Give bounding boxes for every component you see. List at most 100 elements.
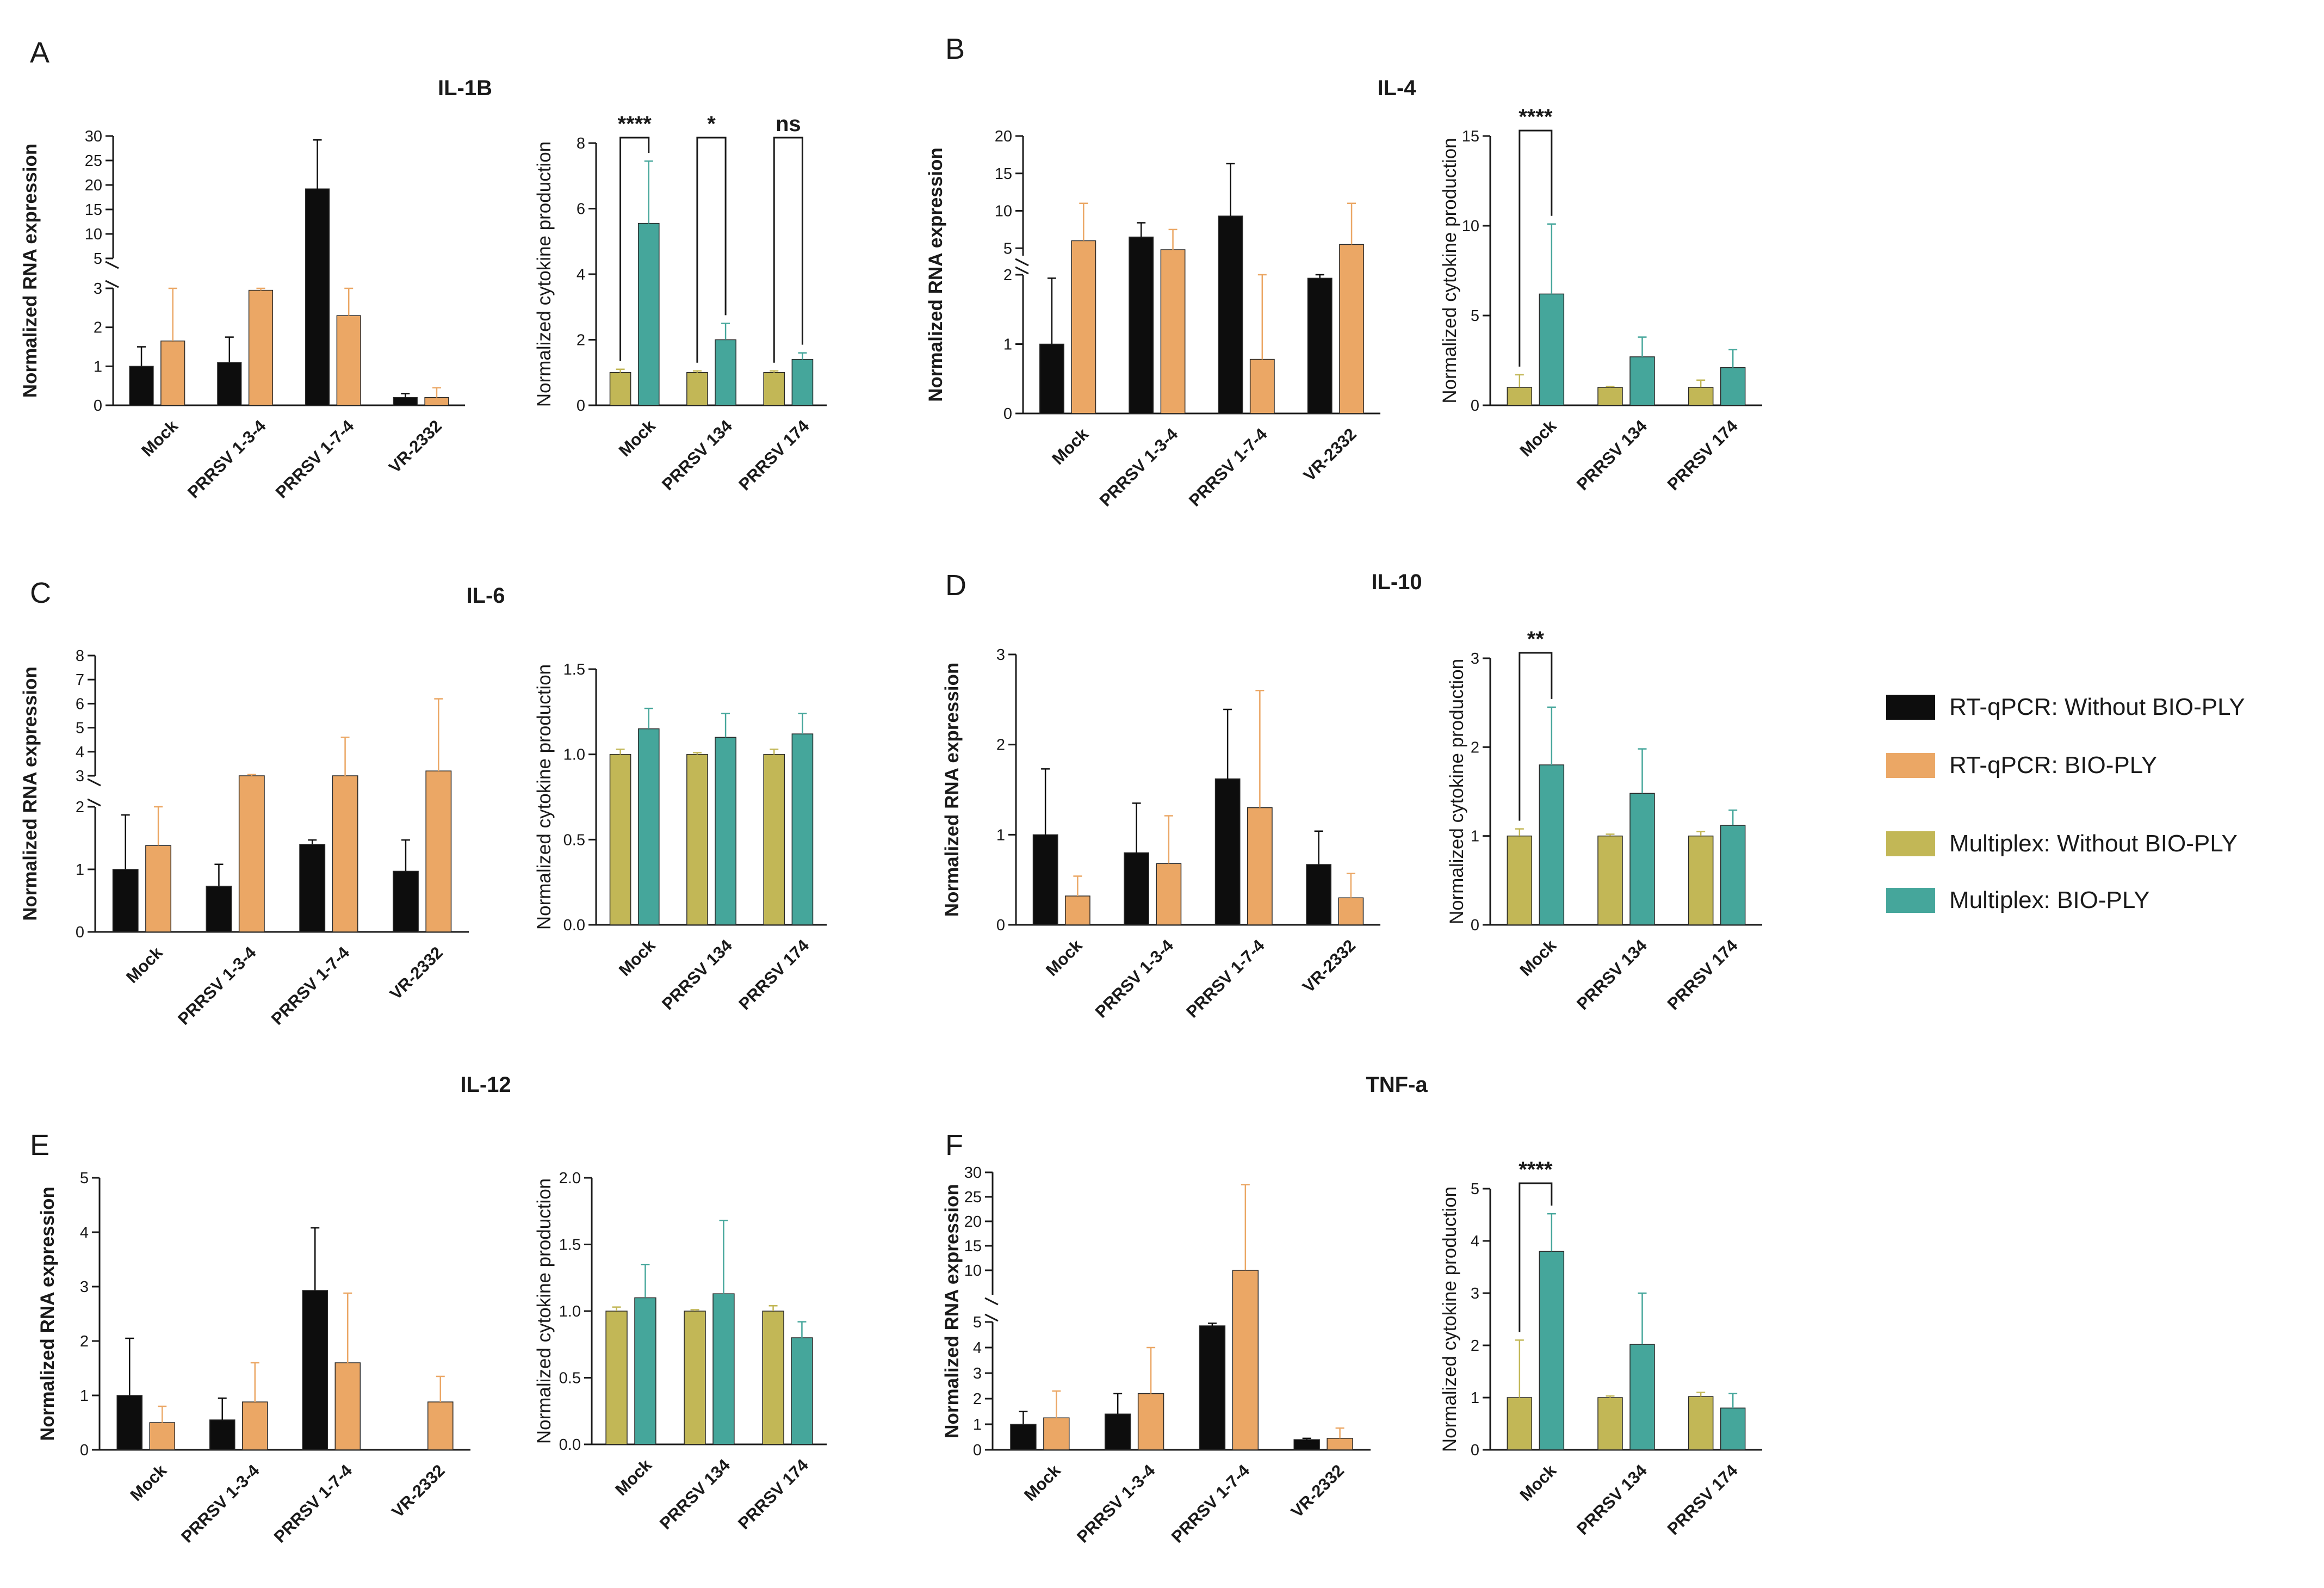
chart-c-rtqpcr-y-tick-label: 1 xyxy=(76,861,84,879)
chart-b-multiplex-y-label: Normalized cytokine production xyxy=(1439,138,1460,403)
chart-b-multiplex-category-label: PRRSV 174 xyxy=(1664,416,1742,494)
chart-e-rtqpcr-y-tick-label: 2 xyxy=(80,1333,89,1350)
chart-a-multiplex-significance-label: ns xyxy=(776,112,801,136)
chart-c-multiplex-y-tick-label: 1.5 xyxy=(563,661,585,678)
chart-f-multiplex-category-label: PRRSV 174 xyxy=(1664,1461,1742,1538)
chart-e-rtqpcr-y-tick-label: 3 xyxy=(80,1278,89,1296)
chart-e-multiplex-category-label: PRRSV 174 xyxy=(734,1455,812,1533)
chart-e-rtqpcr-bar xyxy=(334,1362,361,1450)
chart-d-multiplex-bar xyxy=(1539,764,1565,925)
chart-c-rtqpcr-y-label: Normalized RNA expression xyxy=(20,666,41,920)
chart-a-rtqpcr-y-tick-label: 5 xyxy=(94,250,102,268)
chart-b-rtqpcr-y-tick-label: 10 xyxy=(995,203,1012,220)
chart-e-multiplex-y-tick-label: 0.5 xyxy=(559,1370,581,1387)
chart-c-multiplex-y-tick-label: 0.5 xyxy=(563,831,585,849)
chart-f-multiplex-y-tick-label: 5 xyxy=(1471,1181,1479,1198)
chart-d-multiplex-category-label: PRRSV 174 xyxy=(1664,936,1742,1014)
chart-a-multiplex-y-tick-label: 0 xyxy=(577,397,585,415)
chart-f-rtqpcr-bar xyxy=(1104,1413,1131,1450)
chart-f-rtqpcr-bar xyxy=(1010,1424,1037,1450)
chart-a-multiplex-category-label: PRRSV 134 xyxy=(658,416,736,494)
chart-f-multiplex-y-tick-label: 2 xyxy=(1471,1337,1479,1355)
chart-e-multiplex-bar xyxy=(605,1311,628,1445)
chart-e-rtqpcr-y-tick-label: 5 xyxy=(80,1170,89,1187)
chart-d-multiplex-significance-bracket xyxy=(1519,652,1553,821)
chart-f-multiplex-bar xyxy=(1688,1396,1714,1450)
chart-a-rtqpcr-category-label: PRRSV 1-7-4 xyxy=(272,416,358,502)
panel-title-d: IL-10 xyxy=(1371,570,1422,594)
chart-b-rtqpcr-bar xyxy=(1249,359,1275,414)
chart-f-rtqpcr-category-label: VR-2332 xyxy=(1287,1461,1348,1521)
chart-c-rtqpcr-bar xyxy=(299,844,326,932)
chart-c-rtqpcr-bar xyxy=(393,870,419,932)
chart-d-rtqpcr-y-tick-label: 0 xyxy=(996,917,1005,934)
chart-d-multiplex-bar xyxy=(1507,835,1533,925)
chart-c-multiplex-y-label: Normalized cytokine production xyxy=(534,664,555,930)
chart-f-rtqpcr-y-tick-label: 15 xyxy=(964,1238,982,1255)
chart-b-rtqpcr-bar xyxy=(1071,240,1096,414)
chart-c-rtqpcr-y-tick-label: 2 xyxy=(76,799,84,816)
chart-a-rtqpcr-bar xyxy=(424,397,449,406)
chart-b-rtqpcr-bar xyxy=(1039,343,1064,414)
chart-c-rtqpcr-axis-break-mark xyxy=(87,798,101,807)
chart-a-multiplex-bar xyxy=(715,339,736,406)
chart-b-rtqpcr-category-label: VR-2332 xyxy=(1300,424,1360,485)
chart-b-multiplex-bar xyxy=(1507,387,1533,406)
legend-label-rt-without: RT-qPCR: Without BIO-PLY xyxy=(1949,694,2245,720)
legend-swatch-rt-with xyxy=(1886,753,1935,778)
chart-a-rtqpcr-y-label: Normalized RNA expression xyxy=(20,144,41,398)
chart-f-rtqpcr-y-tick-label: 1 xyxy=(973,1416,982,1433)
chart-b-rtqpcr-bar xyxy=(1129,236,1154,414)
chart-d-rtqpcr-bar xyxy=(1306,864,1331,925)
chart-f-rtqpcr-axis-break-mark xyxy=(984,1313,999,1322)
chart-a-multiplex-bar xyxy=(791,359,814,406)
chart-a-multiplex-category-label: Mock xyxy=(615,416,659,460)
chart-e-rtqpcr-category-label: PRRSV 1-7-4 xyxy=(270,1461,356,1547)
chart-a-rtqpcr-y-tick-label: 10 xyxy=(85,226,102,243)
chart-d-multiplex-bar xyxy=(1597,835,1623,925)
chart-e-multiplex-bar xyxy=(634,1297,656,1445)
chart-f-rtqpcr-y-tick-label: 5 xyxy=(973,1314,982,1331)
chart-d-multiplex-y-tick-label: 1 xyxy=(1471,828,1479,845)
chart-c-rtqpcr-y-tick-label: 3 xyxy=(76,768,84,785)
chart-e-rtqpcr: E IL-12 0 1 2 3 4 5 Normalized RNA expression Moc… xyxy=(30,1073,511,1547)
chart-e-rtqpcr-category-label: Mock xyxy=(126,1461,170,1505)
chart-b-rtqpcr-bar xyxy=(1160,249,1186,414)
chart-f-rtqpcr-axis-break-mark xyxy=(984,1297,999,1306)
chart-a-multiplex-y-label: Normalized cytokine production xyxy=(534,141,555,407)
chart-f-multiplex-significance-bracket xyxy=(1519,1182,1553,1332)
chart-c-rtqpcr-bar xyxy=(332,775,358,932)
panel-title-b: IL-4 xyxy=(1377,76,1416,100)
chart-f-multiplex-y-label: Normalized cytokine production xyxy=(1439,1187,1460,1452)
chart-d-rtqpcr-bar xyxy=(1065,895,1090,925)
chart-b-multiplex-bar xyxy=(1597,387,1623,406)
chart-c-multiplex-category-label: Mock xyxy=(615,936,659,980)
chart-e-multiplex-bar xyxy=(684,1311,706,1445)
chart-e-multiplex-y-tick-label: 0.0 xyxy=(559,1436,581,1454)
chart-b-rtqpcr-bar xyxy=(1339,244,1364,414)
panel-label-b: B xyxy=(945,33,965,65)
legend-swatch-rt-without xyxy=(1886,695,1935,720)
chart-a-rtqpcr-y-tick-label: 25 xyxy=(85,152,102,170)
chart-f-rtqpcr-bar xyxy=(1327,1438,1353,1450)
chart-f-rtqpcr-y-label: Normalized RNA expression xyxy=(941,1184,963,1438)
chart-d-multiplex-y-tick-label: 3 xyxy=(1471,650,1479,668)
chart-c-rtqpcr-y-tick-label: 8 xyxy=(76,647,84,665)
panel-title-f: TNF-a xyxy=(1366,1073,1428,1097)
chart-c-rtqpcr-y-tick-label: 0 xyxy=(76,924,84,941)
chart-f-rtqpcr-category-label: Mock xyxy=(1020,1461,1064,1505)
chart-f-rtqpcr-bar xyxy=(1199,1325,1226,1450)
chart-b-multiplex-bar xyxy=(1720,367,1746,406)
panel-label-c: C xyxy=(30,577,51,609)
chart-a-rtqpcr-y-tick-label: 0 xyxy=(94,397,102,415)
chart-f-rtqpcr-y-tick-label: 3 xyxy=(973,1365,982,1382)
chart-d-rtqpcr-bar xyxy=(1214,778,1241,925)
chart-c-multiplex-y-tick-label: 0.0 xyxy=(563,917,585,934)
chart-a-rtqpcr-y-tick-label: 15 xyxy=(85,201,102,219)
chart-a-rtqpcr-bar xyxy=(305,188,330,406)
chart-c-rtqpcr-bar xyxy=(145,845,171,932)
